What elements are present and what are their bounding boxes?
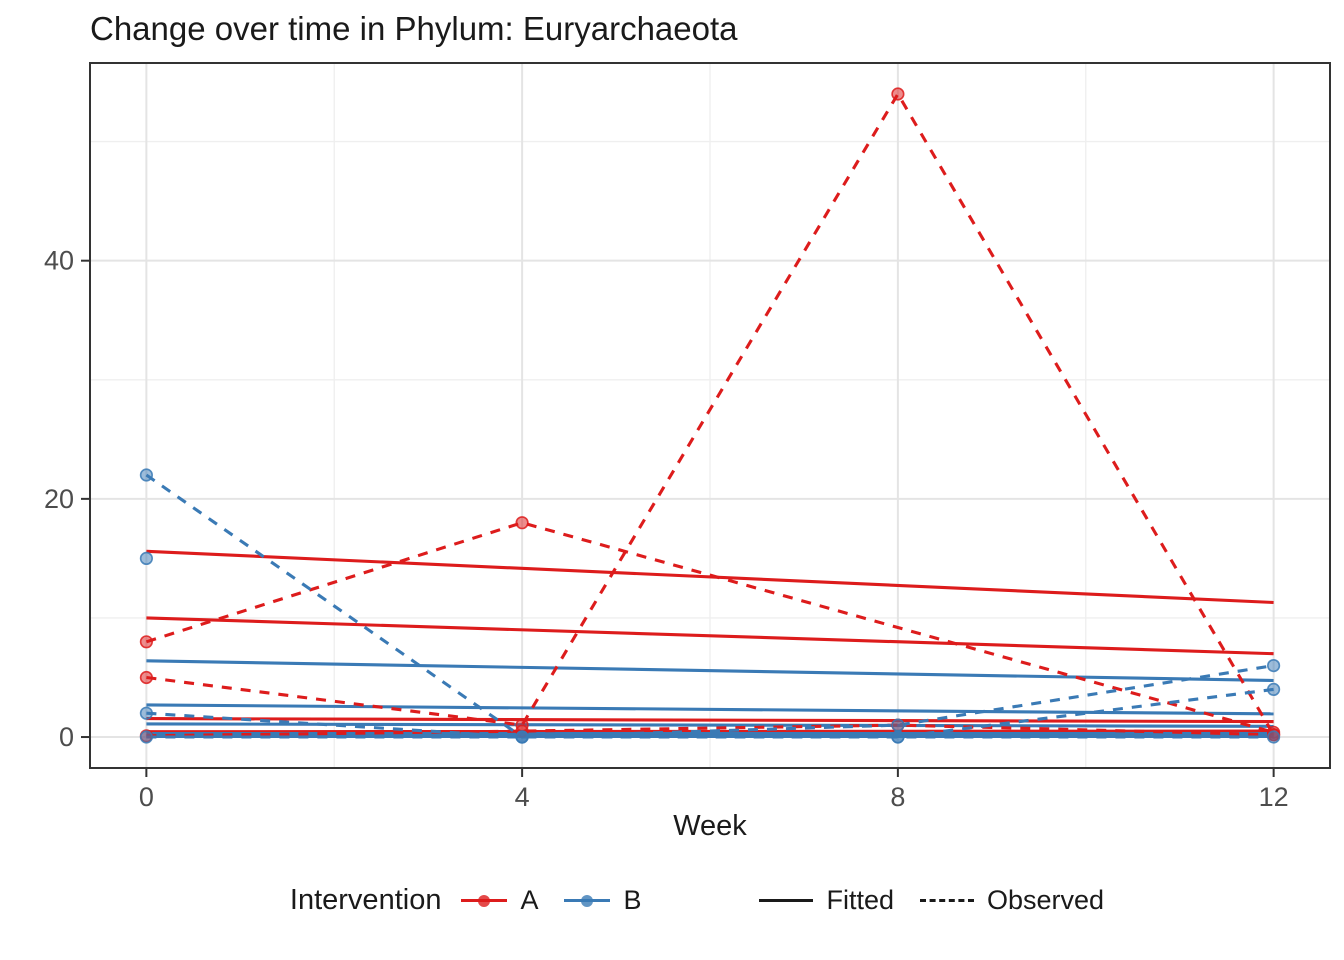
x-tick-label: 12 — [1259, 782, 1289, 812]
x-axis-label: Week — [673, 810, 747, 842]
panel-border — [89, 62, 1331, 769]
data-point-B — [1266, 682, 1281, 697]
legend-item-fitted: Fitted — [759, 885, 894, 916]
fitted-line-B — [146, 722, 1274, 728]
fitted-line-A — [146, 717, 1274, 724]
legend-label-b: B — [623, 885, 642, 915]
y-tick-label: 0 — [59, 722, 74, 752]
legend-item-group-b: B — [564, 885, 641, 916]
observed-line-A — [146, 90, 1275, 736]
legend-item-observed: Observed — [920, 885, 1104, 916]
fitted-line-B — [146, 703, 1274, 716]
observed-line-A — [145, 521, 1275, 734]
x-tick-label: 8 — [890, 782, 905, 812]
legend-label-a: A — [520, 885, 539, 915]
data-point-A — [891, 87, 905, 101]
observed-line-A — [146, 723, 1274, 738]
plot-area: 0 4 8 12 0 20 40 — [44, 62, 1331, 812]
x-tick-label: 4 — [515, 782, 530, 812]
chart-title: Change over time in Phylum: Euryarchaeot… — [90, 10, 738, 47]
data-point-B — [139, 468, 153, 482]
legend-label-observed: Observed — [987, 885, 1105, 915]
legend-key-a-dot-icon — [478, 894, 491, 907]
y-tick-label: 40 — [44, 246, 74, 276]
x-tick-label: 0 — [139, 782, 154, 812]
legend-label-fitted: Fitted — [826, 885, 895, 915]
data-point-B — [1266, 658, 1281, 673]
legend-key-a-icon — [461, 894, 508, 907]
data-point-A — [139, 670, 153, 685]
data-point-B — [139, 706, 153, 720]
legend: Intervention A B Fitted Observed — [90, 884, 1330, 917]
legend-key-fitted-line-icon — [759, 899, 814, 902]
y-tick-label: 20 — [44, 484, 74, 514]
data-point-A — [515, 516, 529, 530]
data-point-B — [891, 730, 905, 744]
legend-title: Intervention — [289, 884, 442, 916]
observed-line-B — [145, 473, 1274, 739]
fitted-line-A — [146, 616, 1274, 656]
data-point-B — [515, 730, 529, 744]
data-point-A — [139, 635, 153, 649]
data-point-B — [891, 718, 905, 732]
legend-item-group-a: A — [461, 885, 538, 916]
legend-key-b-dot-icon — [581, 894, 594, 907]
data-point-B — [139, 551, 153, 566]
fitted-line-B — [146, 659, 1274, 683]
fitted-line-A — [146, 549, 1274, 605]
data-point-B — [139, 730, 153, 744]
data-point-B — [1266, 730, 1281, 744]
legend-key-observed-line-icon — [920, 899, 975, 902]
legend-key-b-icon — [564, 894, 611, 907]
